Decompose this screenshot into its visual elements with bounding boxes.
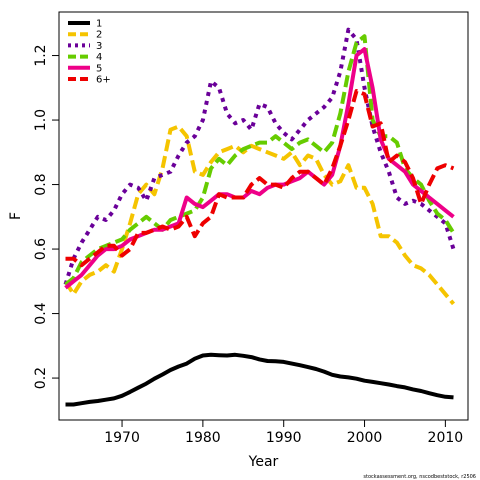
y-tick-label: 1.2 bbox=[33, 44, 49, 66]
x-axis-title: Year bbox=[248, 454, 279, 470]
legend-label-1: 1 bbox=[96, 19, 102, 30]
legend-label-3: 3 bbox=[96, 41, 102, 52]
x-axis: 1970 1980 1990 2000 2010 bbox=[104, 419, 464, 446]
legend-label-5: 5 bbox=[96, 63, 102, 74]
credit-text: stockassessment.org, nscodbeststock, r25… bbox=[363, 474, 476, 480]
series-line-6 bbox=[65, 89, 455, 268]
series-line-4 bbox=[64, 34, 456, 287]
series-layer bbox=[63, 27, 456, 407]
y-tick-label: 0.6 bbox=[33, 238, 49, 260]
x-tick-label: 2010 bbox=[428, 430, 464, 446]
x-tick-label: 1970 bbox=[104, 430, 140, 446]
y-axis: 0.2 0.4 0.6 0.8 1.0 1.2 bbox=[33, 44, 60, 389]
legend-label-4: 4 bbox=[96, 52, 102, 63]
y-tick-label: 0.8 bbox=[33, 173, 49, 195]
y-axis-title: F bbox=[8, 212, 24, 220]
x-tick-label: 1990 bbox=[266, 430, 302, 446]
legend-label-2: 2 bbox=[96, 30, 102, 41]
x-tick-label: 2000 bbox=[347, 430, 383, 446]
y-tick-label: 1.0 bbox=[33, 109, 49, 131]
series-line-1 bbox=[65, 352, 454, 407]
y-tick-label: 0.2 bbox=[33, 367, 49, 389]
series-line-2 bbox=[63, 124, 456, 306]
legend-label-6: 6+ bbox=[96, 75, 111, 86]
x-tick-label: 1980 bbox=[185, 430, 221, 446]
y-tick-label: 0.4 bbox=[33, 302, 49, 324]
series-line-3 bbox=[63, 27, 456, 286]
series-line-5 bbox=[64, 47, 455, 290]
